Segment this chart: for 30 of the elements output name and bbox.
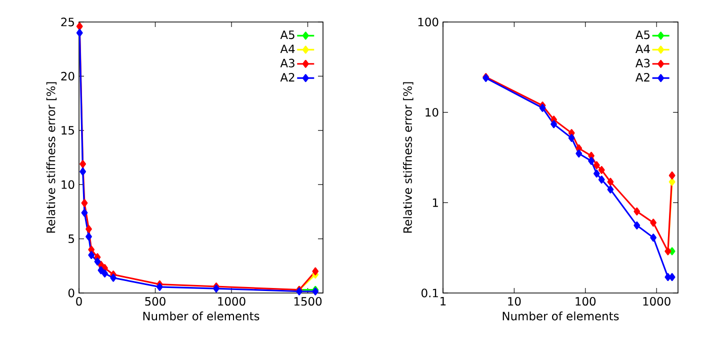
y-tick-label: 0.1	[422, 288, 438, 298]
x-tick-label: 10	[508, 297, 521, 306]
y-tick-label: 10	[426, 108, 438, 117]
y-tick-label: 25	[61, 18, 74, 26]
x-axis-title: Number of elements	[143, 312, 260, 320]
y-tick-label: 5	[68, 234, 74, 244]
x-tick-label: 1500	[294, 297, 322, 306]
y-tick-label: 100	[418, 18, 438, 26]
y-tick-label: 1	[432, 198, 438, 207]
x-tick-label: 0	[76, 297, 82, 306]
legend-label: A3	[280, 58, 294, 68]
legend-label: A3	[635, 58, 650, 68]
legend-label: A2	[635, 72, 650, 82]
x-tick-label: 500	[145, 297, 166, 306]
legend-label: A4	[635, 44, 650, 54]
legend-label: A4	[280, 44, 295, 54]
x-tick-label: 1000	[643, 297, 670, 306]
y-tick-label: 20	[61, 72, 74, 81]
legend-label: A5	[635, 30, 650, 40]
legend-label: A2	[280, 72, 294, 82]
y-tick-label: 10	[62, 180, 74, 189]
y-tick-label: 15	[62, 126, 74, 135]
legend-label: A5	[280, 30, 294, 40]
x-tick-label: 1	[440, 297, 446, 306]
y-tick-label: 0	[68, 288, 74, 298]
y-axis-title: Relative stiffness error [%]	[46, 82, 57, 233]
y-axis-title: Relative stiffness error [%]	[403, 82, 414, 233]
x-axis-title: Number of elements	[502, 312, 619, 320]
x-tick-label: 1000	[218, 297, 246, 306]
x-tick-label: 100	[576, 297, 596, 306]
